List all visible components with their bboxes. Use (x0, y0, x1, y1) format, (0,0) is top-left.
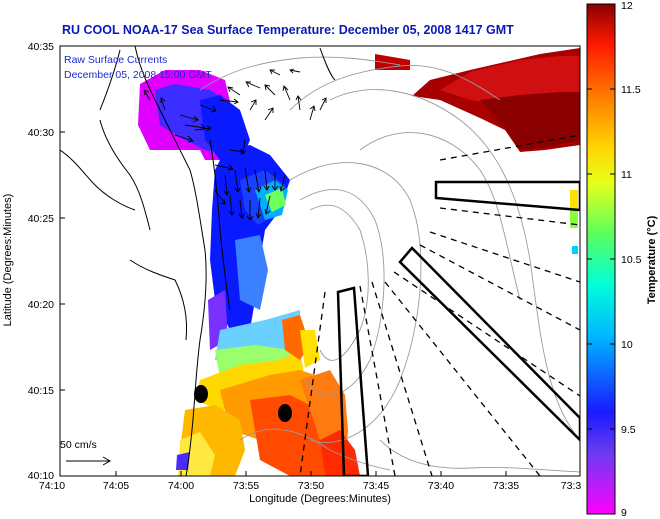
x-tick-label: 73:50 (298, 480, 324, 492)
x-tick-label: 73:35 (493, 480, 519, 492)
y-tick-labels: 40:35 40:30 40:25 40:20 40:15 40:10 (28, 41, 54, 482)
colorbar-tick-label: 10 (621, 339, 633, 351)
scale-label: 50 cm/s (60, 439, 97, 451)
x-tick-label: 74:00 (168, 480, 194, 492)
scale-vector (66, 456, 112, 466)
map-plot-area (60, 46, 580, 476)
y-tick-label: 40:10 (28, 470, 54, 482)
station-marker (194, 385, 208, 403)
y-tick-label: 40:25 (28, 213, 54, 225)
x-tick-label: 73:45 (363, 480, 389, 492)
colorbar-tick-label: 9.5 (621, 424, 636, 436)
x-tick-label: 74:05 (103, 480, 129, 492)
x-tick-label: 73:40 (428, 480, 454, 492)
y-tick-label: 40:20 (28, 299, 54, 311)
currents-caption-line1: Raw Surface Currents (64, 54, 167, 66)
x-tick-label: 74:10 (39, 480, 65, 492)
plot-frame (59, 45, 581, 477)
x-tick-labels: 74:10 74:05 74:00 73:55 73:50 73:45 73:4… (39, 480, 582, 492)
colorbar-tick-label: 11.5 (621, 84, 641, 96)
colorbar-label: Temperature (°C) (646, 215, 658, 304)
axis-tick-marks (60, 131, 507, 476)
colorbar-tick-label: 12 (621, 0, 633, 12)
y-tick-label: 40:30 (28, 127, 54, 139)
surface-current-vectors (143, 68, 327, 221)
y-tick-label: 40:35 (28, 41, 54, 53)
y-axis-label: Latitude (Degrees:Minutes) (2, 194, 14, 327)
coastline (60, 46, 336, 476)
station-marker (278, 404, 292, 422)
figure-title: RU COOL NOAA-17 Sea Surface Temperature:… (62, 23, 514, 37)
colorbar-tick-label: 11 (621, 169, 632, 181)
currents-caption-line2: December 05, 2008 15:00 GMT (64, 69, 212, 81)
colorbar: 12 11.5 11 10.5 10 9.5 9 Temperature (°C… (586, 0, 658, 519)
colorbar-tick-label: 10.5 (621, 254, 642, 266)
x-tick-label: 73:3 (561, 480, 582, 492)
x-axis-label: Longitude (Degrees:Minutes) (249, 493, 391, 505)
y-tick-label: 40:15 (28, 385, 54, 397)
x-tick-label: 73:55 (233, 480, 259, 492)
colorbar-tick-label: 9 (621, 507, 627, 519)
station-transects (299, 134, 580, 476)
